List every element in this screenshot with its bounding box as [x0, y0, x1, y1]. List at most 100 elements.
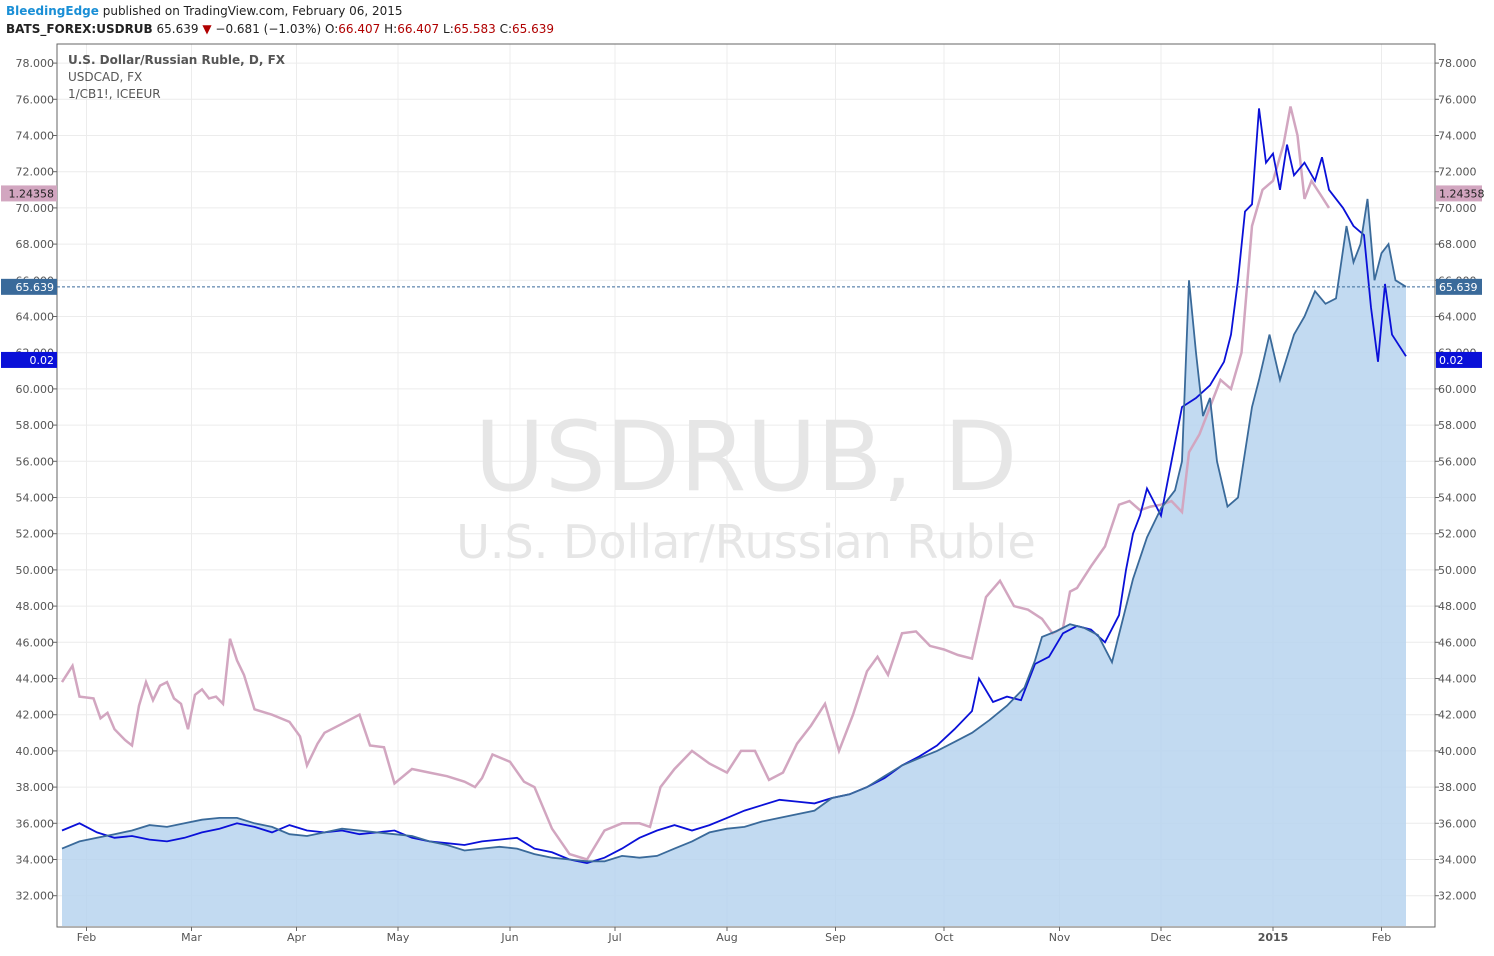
- symbol-name: BATS_FOREX:USDRUB: [6, 22, 153, 36]
- x-tick-label: Apr: [287, 931, 307, 944]
- legend-main: U.S. Dollar/Russian Ruble, D, FX: [68, 53, 286, 67]
- y-tick-label: 34.000: [16, 854, 55, 867]
- x-tick-label: Mar: [181, 931, 202, 944]
- y-tick-label: 56.000: [1438, 455, 1477, 468]
- x-tick-label: Jul: [607, 931, 621, 944]
- price-label-left-blue-text: 0.02: [30, 354, 55, 367]
- y-tick-label: 46.000: [16, 636, 55, 649]
- x-tick-label: Jun: [500, 931, 518, 944]
- last-price: 65.639: [156, 22, 199, 36]
- y-tick-label: 34.000: [1438, 854, 1477, 867]
- x-tick-label: 2015: [1258, 931, 1289, 944]
- watermark-symbol: USDRUB, D: [475, 401, 1018, 513]
- y-tick-label: 56.000: [16, 455, 55, 468]
- change-value: −0.681 (−1.03%): [215, 22, 322, 36]
- x-tick-label: Feb: [77, 931, 96, 944]
- y-tick-label: 42.000: [1438, 709, 1477, 722]
- price-label-left-pink: [1, 185, 57, 202]
- y-tick-label: 42.000: [16, 709, 55, 722]
- open-label: O:: [325, 22, 339, 36]
- y-tick-label: 58.000: [16, 419, 55, 432]
- plot-frame: [56, 43, 1436, 928]
- series-layer: [60, 106, 1407, 926]
- x-tick-label: Oct: [934, 931, 954, 944]
- x-tick-label: Feb: [1372, 931, 1391, 944]
- low-label: L:: [443, 22, 454, 36]
- usdrub-area: [62, 198, 1406, 926]
- symbol-line: BATS_FOREX:USDRUB 65.639 ▼ −0.681 (−1.03…: [6, 22, 554, 36]
- y-tick-label: 44.000: [16, 673, 55, 686]
- price-label-left-pink-text: 1.24358: [9, 187, 55, 200]
- legend-brent: 1/CB1!, ICEEUR: [68, 87, 161, 101]
- y-tick-label: 52.000: [16, 528, 55, 541]
- y-tick-label: 52.000: [1438, 528, 1477, 541]
- y-tick-label: 50.000: [1438, 564, 1477, 577]
- y-tick-label: 40.000: [16, 745, 55, 758]
- price-label-right-pink-text: 1.24358: [1439, 187, 1485, 200]
- x-tick-label: Dec: [1150, 931, 1171, 944]
- usdrub-line: [61, 198, 1407, 863]
- price-label-right-blue: [1436, 351, 1482, 368]
- published-text: published on TradingView.com, February 0…: [102, 4, 403, 18]
- y-tick-label: 70.000: [1438, 202, 1477, 215]
- y-tick-label: 60.000: [16, 383, 55, 396]
- close-value: 65.639: [512, 22, 555, 36]
- brent-inverse-line: [60, 106, 1331, 861]
- y-tick-label: 38.000: [16, 781, 55, 794]
- y-tick-label: 36.000: [1438, 817, 1477, 830]
- y-tick-label: 32.000: [16, 890, 55, 903]
- price-label-left-main-text: 65.639: [16, 281, 55, 294]
- y-tick-label: 76.000: [1438, 93, 1477, 106]
- y-tick-label: 54.000: [16, 492, 55, 505]
- left-price-axis: 32.000 34.000 36.000 38.000 40.000 42.000 44.0…: [16, 57, 57, 903]
- price-label-right-pink: [1436, 185, 1482, 202]
- price-label-left-blue: [1, 351, 57, 368]
- y-tick-label: 72.000: [16, 166, 55, 179]
- y-tick-label: 32.000: [1438, 890, 1477, 903]
- x-tick-label: Sep: [825, 931, 846, 944]
- open-value: 66.407: [338, 22, 381, 36]
- y-tick-label: 60.000: [1438, 383, 1477, 396]
- y-tick-label: 46.000: [1438, 636, 1477, 649]
- x-tick-label: Nov: [1049, 931, 1071, 944]
- legend-usdcad: USDCAD, FX: [68, 70, 142, 84]
- down-arrow-icon: ▼: [202, 22, 212, 36]
- y-tick-label: 44.000: [1438, 673, 1477, 686]
- y-tick-label: 54.000: [1438, 492, 1477, 505]
- price-label-right-main-text: 65.639: [1439, 281, 1478, 294]
- y-tick-label: 68.000: [16, 238, 55, 251]
- y-tick-label: 78.000: [1438, 57, 1477, 70]
- right-price-axis: 32.000 34.000 36.000 38.000 40.000 42.000 44.0…: [1435, 57, 1477, 903]
- y-tick-label: 40.000: [1438, 745, 1477, 758]
- x-tick-label: Aug: [716, 931, 737, 944]
- y-tick-label: 70.000: [16, 202, 55, 215]
- y-tick-label: 38.000: [1438, 781, 1477, 794]
- price-label-right-main: [1436, 278, 1482, 295]
- price-label-left-main: [1, 278, 57, 295]
- time-axis: Feb Mar Apr May Jun Jul Aug Sep Oct Nov Dec 2015 Feb: [77, 927, 1391, 944]
- author-link[interactable]: BleedingEdge: [6, 4, 99, 18]
- price-labels: 1.24358 1.24358 65.639 65.639 0.02 0.02: [1, 185, 1485, 368]
- y-tick-label: 68.000: [1438, 238, 1477, 251]
- y-tick-label: 48.000: [16, 600, 55, 613]
- y-tick-label: 58.000: [1438, 419, 1477, 432]
- y-tick-label: 78.000: [16, 57, 55, 70]
- high-value: 66.407: [397, 22, 440, 36]
- y-tick-label: 64.000: [1438, 311, 1477, 324]
- y-tick-label: 36.000: [16, 817, 55, 830]
- close-label: C:: [499, 22, 513, 36]
- y-tick-label: 74.000: [1438, 130, 1477, 143]
- y-tick-label: 48.000: [1438, 600, 1477, 613]
- y-tick-label: 76.000: [16, 93, 55, 106]
- watermark-name: U.S. Dollar/Russian Ruble: [456, 515, 1036, 569]
- high-label: H:: [384, 22, 398, 36]
- low-value: 65.583: [453, 22, 496, 36]
- y-tick-label: 72.000: [1438, 166, 1477, 179]
- y-tick-label: 64.000: [16, 311, 55, 324]
- price-label-right-blue-text: 0.02: [1439, 354, 1464, 367]
- y-tick-label: 74.000: [16, 130, 55, 143]
- x-tick-label: May: [387, 931, 410, 944]
- y-tick-label: 50.000: [16, 564, 55, 577]
- publish-line: BleedingEdge published on TradingView.co…: [6, 4, 403, 18]
